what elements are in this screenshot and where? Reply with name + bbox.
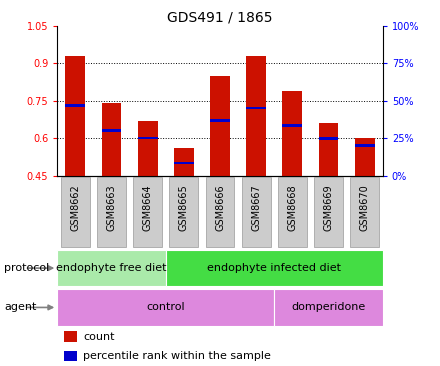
FancyBboxPatch shape xyxy=(314,177,343,247)
Text: control: control xyxy=(147,302,185,313)
Bar xyxy=(66,56,85,176)
Bar xyxy=(138,121,158,176)
Bar xyxy=(355,145,375,147)
Text: GSM8666: GSM8666 xyxy=(215,184,225,231)
Bar xyxy=(355,138,375,176)
Bar xyxy=(66,104,85,107)
FancyBboxPatch shape xyxy=(169,177,198,247)
Bar xyxy=(174,148,194,176)
FancyBboxPatch shape xyxy=(350,177,379,247)
Text: GSM8668: GSM8668 xyxy=(287,184,297,231)
Bar xyxy=(210,119,230,122)
Text: GSM8664: GSM8664 xyxy=(143,184,153,231)
Bar xyxy=(64,332,77,342)
Text: GSM8665: GSM8665 xyxy=(179,184,189,231)
FancyBboxPatch shape xyxy=(166,250,383,286)
Bar xyxy=(319,123,338,176)
Text: endophyte free diet: endophyte free diet xyxy=(56,263,167,273)
Text: GSM8663: GSM8663 xyxy=(106,184,117,231)
Text: count: count xyxy=(83,332,115,342)
Bar xyxy=(246,107,266,109)
Bar xyxy=(282,91,302,176)
Text: domperidone: domperidone xyxy=(291,302,366,313)
Text: protocol: protocol xyxy=(4,263,50,273)
FancyBboxPatch shape xyxy=(57,250,166,286)
FancyBboxPatch shape xyxy=(242,177,271,247)
Bar xyxy=(102,103,121,176)
Bar xyxy=(282,124,302,127)
Title: GDS491 / 1865: GDS491 / 1865 xyxy=(167,11,273,25)
FancyBboxPatch shape xyxy=(205,177,235,247)
FancyBboxPatch shape xyxy=(61,177,90,247)
Text: GSM8662: GSM8662 xyxy=(70,184,80,231)
Bar xyxy=(319,137,338,140)
Bar xyxy=(246,56,266,176)
Text: GSM8669: GSM8669 xyxy=(323,184,334,231)
Bar xyxy=(210,76,230,176)
FancyBboxPatch shape xyxy=(97,177,126,247)
Text: GSM8667: GSM8667 xyxy=(251,184,261,231)
Text: percentile rank within the sample: percentile rank within the sample xyxy=(83,351,271,361)
Bar xyxy=(138,137,158,139)
Bar xyxy=(174,162,194,164)
FancyBboxPatch shape xyxy=(133,177,162,247)
FancyBboxPatch shape xyxy=(57,289,274,326)
Text: agent: agent xyxy=(4,302,37,313)
Bar xyxy=(102,130,121,132)
Bar xyxy=(64,351,77,361)
Text: GSM8670: GSM8670 xyxy=(360,184,370,231)
FancyBboxPatch shape xyxy=(274,289,383,326)
FancyBboxPatch shape xyxy=(278,177,307,247)
Text: endophyte infected diet: endophyte infected diet xyxy=(207,263,341,273)
